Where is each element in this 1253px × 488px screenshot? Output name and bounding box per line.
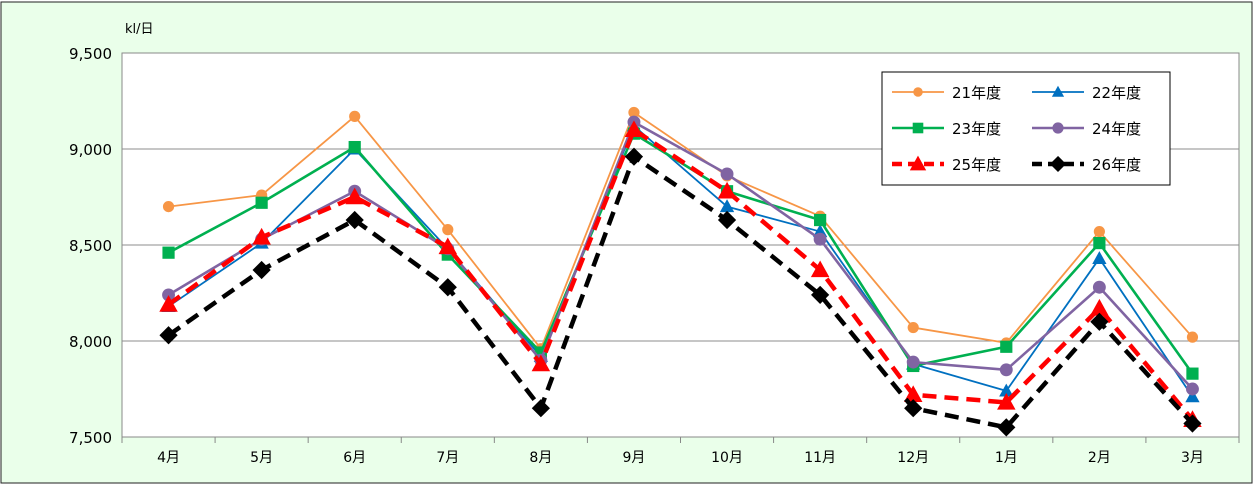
data-point — [717, 210, 737, 230]
data-point — [252, 260, 271, 280]
x-tick-label: 3月 — [1181, 450, 1204, 466]
x-tick-label: 9月 — [622, 450, 645, 466]
data-point — [1186, 382, 1199, 396]
legend-item: 26年度 — [1032, 155, 1141, 174]
data-point — [811, 285, 830, 305]
legend-label: 21年度 — [952, 84, 1001, 102]
x-tick-label: 2月 — [1088, 450, 1111, 466]
data-point — [442, 224, 454, 236]
legend-label: 23年度 — [952, 120, 1001, 138]
data-point — [159, 326, 178, 345]
data-point — [1093, 225, 1105, 238]
x-tick-label: 7月 — [436, 450, 459, 466]
data-point — [624, 147, 644, 166]
data-point — [997, 418, 1016, 437]
series-line — [168, 111, 1194, 350]
legend: 21年度 22年度 23年度 24年度 25年度 26年度 — [881, 71, 1171, 186]
legend-marker — [1051, 85, 1065, 97]
legend-marker — [1049, 155, 1067, 173]
data-point — [438, 278, 457, 297]
x-tick-label: 12月 — [897, 450, 929, 466]
data-point — [720, 167, 734, 181]
data-point — [997, 393, 1016, 410]
legend-item: 22年度 — [1032, 84, 1141, 102]
x-tick-label: 6月 — [343, 450, 366, 466]
data-point — [1186, 331, 1199, 343]
series-line — [167, 127, 1195, 422]
y-tick-label: 9,500 — [69, 45, 112, 63]
series-line — [167, 120, 1194, 390]
x-tick-label: 1月 — [995, 450, 1018, 466]
y-tick-label: 8,500 — [69, 237, 112, 255]
data-point — [348, 140, 361, 154]
data-point — [904, 399, 923, 418]
legend-label: 26年度 — [1092, 156, 1141, 174]
legend-item: 21年度 — [892, 84, 1001, 102]
data-point — [1186, 367, 1199, 380]
data-point — [255, 196, 268, 209]
data-point — [252, 227, 271, 245]
data-point — [717, 181, 737, 199]
data-point — [1185, 389, 1200, 403]
legend-label: 25年度 — [952, 156, 1001, 174]
x-tick-label: 11月 — [804, 450, 836, 466]
data-point — [1093, 236, 1106, 250]
series-line — [167, 154, 1195, 430]
legend-label: 24年度 — [1092, 120, 1141, 138]
data-point — [162, 246, 175, 259]
data-point — [814, 213, 827, 227]
series-6 — [159, 147, 1202, 437]
data-point — [999, 363, 1013, 377]
legend-item: 23年度 — [892, 120, 1001, 138]
data-point — [907, 321, 919, 334]
x-tick-label: 10月 — [711, 450, 743, 466]
legend-item: 24年度 — [1032, 120, 1141, 138]
data-point — [1092, 251, 1107, 264]
axes: 7,500 8,000 8,500 9,000 9,500 4月 5月 6月 7月 8月 9月 10月… — [69, 45, 1240, 466]
data-point — [813, 232, 827, 246]
data-point — [159, 295, 178, 312]
data-point — [906, 355, 920, 369]
legend-marker — [1052, 122, 1064, 134]
data-point — [531, 354, 551, 372]
data-point — [1000, 340, 1013, 353]
x-tick-label: 4月 — [157, 450, 180, 466]
legend-marker — [912, 122, 924, 134]
data-point — [349, 110, 361, 122]
data-point — [1090, 312, 1109, 331]
y-axis-unit-label: kl/日 — [125, 22, 154, 37]
legend-marker — [909, 155, 927, 171]
x-tick-label: 5月 — [250, 450, 273, 466]
legend-label: 22年度 — [1092, 84, 1141, 102]
y-tick-label: 9,000 — [69, 141, 112, 159]
data-point — [1092, 280, 1106, 294]
data-point — [1183, 414, 1202, 433]
legend-item: 25年度 — [892, 155, 1001, 174]
data-point — [345, 187, 364, 205]
y-tick-label: 7,500 — [69, 429, 112, 447]
data-point — [345, 210, 364, 230]
data-point — [531, 399, 550, 418]
legend-marker — [913, 87, 923, 97]
data-point — [438, 237, 458, 255]
series-group — [159, 106, 1202, 437]
y-tick-label: 8,000 — [69, 333, 112, 351]
data-point — [810, 260, 830, 278]
x-tick-label: 8月 — [529, 450, 552, 466]
data-point — [162, 201, 175, 213]
series-line — [168, 125, 1194, 398]
data-point — [624, 120, 644, 138]
